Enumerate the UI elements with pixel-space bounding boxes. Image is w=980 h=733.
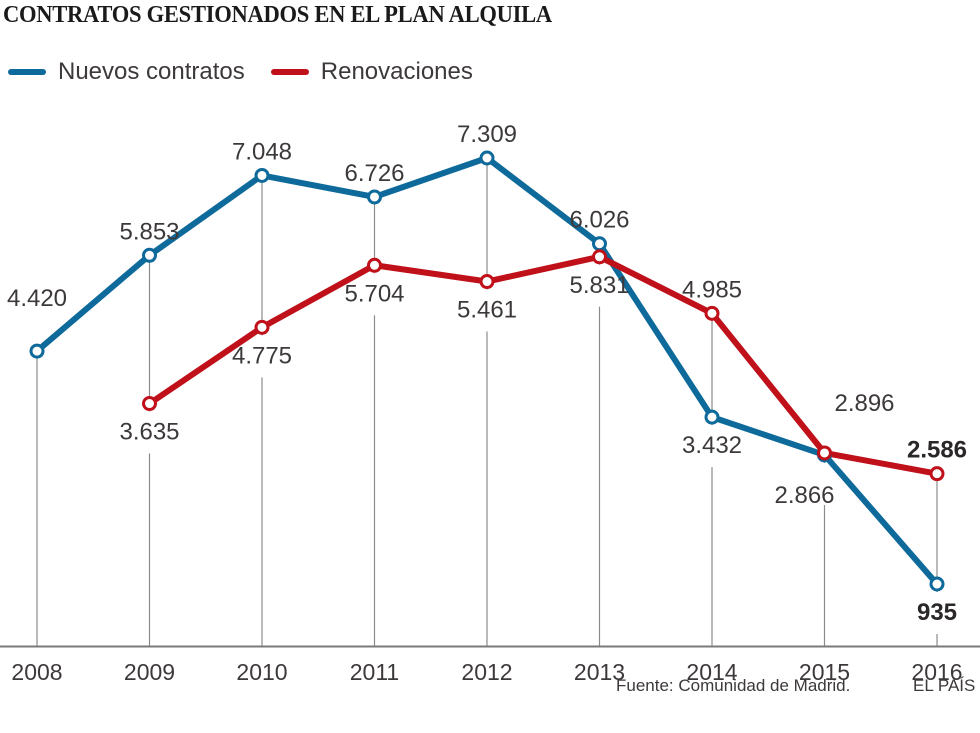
legend-item-renovaciones: Renovaciones bbox=[270, 58, 473, 86]
data-label-nuevos: 6.026 bbox=[569, 207, 629, 234]
data-point-renovaciones bbox=[817, 445, 832, 461]
data-point-renovaciones bbox=[142, 396, 157, 412]
legend-label-nuevos: Nuevos contratos bbox=[58, 58, 245, 85]
brand-credit: EL PAÍS bbox=[913, 676, 976, 695]
data-label-nuevos: 7.048 bbox=[232, 138, 292, 165]
data-label-nuevos: 5.853 bbox=[119, 218, 179, 245]
x-tick-label: 2016 bbox=[911, 659, 962, 685]
series-line-renovaciones bbox=[146, 253, 940, 477]
data-point-nuevos bbox=[254, 167, 270, 183]
x-tick-label: 2010 bbox=[236, 659, 287, 685]
data-point-renovaciones bbox=[367, 257, 382, 273]
data-label-renovaciones: 3.635 bbox=[119, 419, 179, 446]
legend-swatch-nuevos bbox=[8, 69, 46, 75]
data-label-renovaciones: 4.985 bbox=[682, 276, 742, 303]
data-label-nuevos: 6.726 bbox=[344, 160, 404, 187]
data-point-nuevos bbox=[367, 189, 382, 205]
legend-item-nuevos: Nuevos contratos bbox=[8, 58, 245, 86]
legend-swatch-renovaciones bbox=[270, 69, 309, 75]
chart-title: CONTRATOS GESTIONADOS EN EL PLAN ALQUILA bbox=[3, 2, 552, 28]
data-label-nuevos: 4.420 bbox=[7, 285, 67, 312]
data-label-renovaciones: 5.704 bbox=[344, 280, 404, 307]
x-axis-ticks: 2008 2009 2010 2011 2012 2013 2014 2015 2016 bbox=[11, 659, 962, 685]
data-labels: 4.420 5.853 7.048 6.726 7.309 6.026 3.432 2.866… bbox=[7, 121, 967, 626]
data-label-nuevos: 935 bbox=[917, 599, 957, 626]
data-point-nuevos bbox=[592, 236, 607, 252]
legend-label-renovaciones: Renovaciones bbox=[320, 58, 473, 85]
data-label-renovaciones: 5.831 bbox=[569, 272, 629, 299]
data-point-renovaciones bbox=[929, 466, 945, 482]
data-point-nuevos bbox=[929, 576, 945, 592]
data-point-nuevos bbox=[704, 409, 720, 425]
x-tick-label: 2013 bbox=[574, 659, 625, 685]
data-point-renovaciones bbox=[254, 319, 270, 335]
data-label-renovaciones: 2.896 bbox=[834, 390, 894, 417]
legend: Nuevos contratos Renovaciones bbox=[8, 58, 499, 86]
x-tick-label: 2015 bbox=[799, 659, 850, 685]
data-point-nuevos bbox=[142, 247, 157, 263]
x-tick-label: 2009 bbox=[124, 659, 175, 685]
data-point-renovaciones bbox=[592, 249, 607, 265]
series-markers bbox=[29, 150, 945, 592]
source-note: Fuente: Comunidad de Madrid. bbox=[616, 676, 851, 695]
data-point-renovaciones bbox=[479, 274, 495, 290]
data-label-renovaciones: 4.775 bbox=[232, 342, 292, 369]
data-label-renovaciones: 5.461 bbox=[457, 297, 517, 324]
x-tick-label: 2008 bbox=[11, 659, 62, 685]
x-tick-label: 2012 bbox=[461, 659, 512, 685]
data-point-renovaciones bbox=[704, 305, 720, 321]
x-tick-label: 2014 bbox=[686, 659, 737, 685]
data-label-nuevos: 2.866 bbox=[774, 482, 834, 509]
data-label-renovaciones: 2.586 bbox=[907, 437, 967, 464]
x-tick-label: 2011 bbox=[350, 659, 399, 685]
data-point-nuevos bbox=[29, 343, 45, 359]
data-label-nuevos: 3.432 bbox=[682, 432, 742, 459]
data-label-nuevos: 7.309 bbox=[457, 121, 517, 148]
data-point-nuevos bbox=[479, 150, 495, 166]
